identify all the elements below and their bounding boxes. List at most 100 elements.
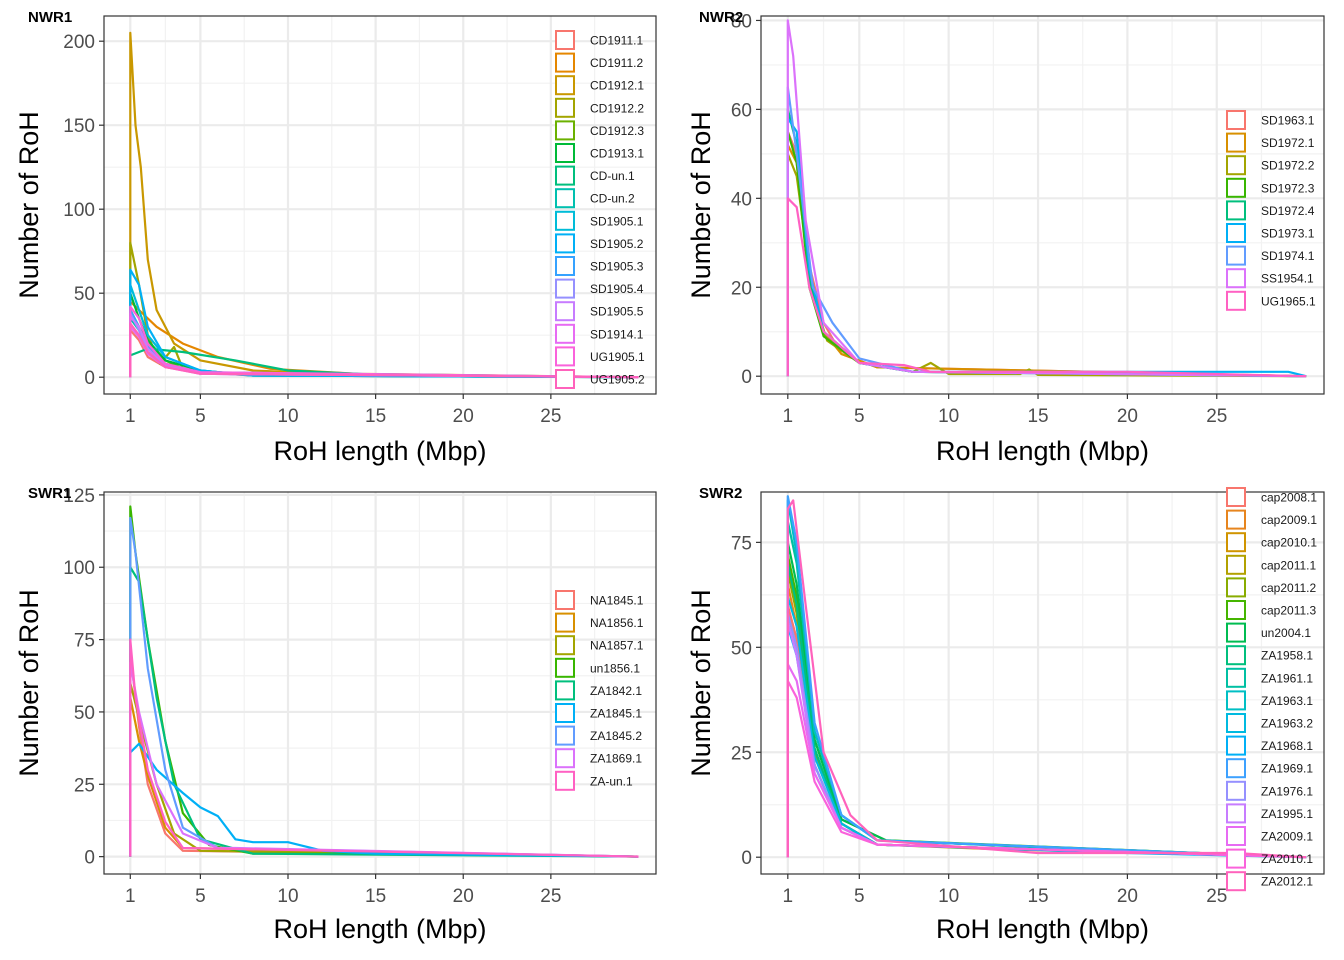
y-tick-label: 125: [63, 486, 95, 507]
y-axis-title: Number of RoH: [14, 111, 44, 299]
legend-label-UG1965.1: UG1965.1: [1261, 294, 1316, 308]
legend-key-SD1905.3: [555, 256, 575, 276]
plot-border: [760, 15, 1325, 395]
y-tick-label: 0: [84, 368, 95, 389]
legend-key-ZA1968.1: [1226, 735, 1246, 756]
legend-label-SD1905.4: SD1905.4: [590, 282, 644, 296]
legend-label-cap2011.3: cap2011.3: [1261, 604, 1316, 618]
x-axis-title: RoH length (Mbp): [936, 436, 1149, 466]
legend-key-SS1954.1: [1226, 268, 1246, 289]
legend-label-cap2011.2: cap2011.2: [1261, 581, 1316, 595]
x-tick-label: 10: [938, 886, 959, 907]
legend-label-NA1845.1: NA1845.1: [590, 594, 644, 608]
legend-label-CD1912.2: CD1912.2: [590, 101, 644, 115]
y-tick-label: 100: [63, 558, 95, 579]
y-axis-title: Number of RoH: [14, 589, 44, 777]
legend-label-SD1972.1: SD1972.1: [1261, 136, 1315, 150]
legend-key-ZA2010.1: [1226, 848, 1246, 869]
legend-label-un1856.1: un1856.1: [590, 661, 640, 675]
y-tick-label: 80: [731, 11, 752, 32]
y-tick-label: 0: [741, 848, 752, 869]
series-line-SS1954.1: [786, 19, 1307, 378]
panel-tag: NWR2: [699, 9, 743, 26]
legend-key-UG1965.1: [1226, 290, 1246, 311]
legend-label-SD1914.1: SD1914.1: [590, 327, 644, 341]
legend-label-SD1972.2: SD1972.2: [1261, 159, 1315, 173]
legend-label-ZA1969.1: ZA1969.1: [1261, 762, 1313, 776]
legend-label-CD1911.1: CD1911.1: [590, 34, 643, 48]
x-tick-label: 15: [1027, 406, 1048, 427]
legend-key-CD-un.1: [555, 165, 575, 186]
y-tick-label: 50: [74, 703, 95, 724]
series-line-ZA2012.1: [786, 499, 1307, 859]
series-line-ZA1842.1: [129, 566, 639, 858]
legend-key-un1856.1: [555, 657, 575, 678]
legend-label-cap2008.1: cap2008.1: [1261, 491, 1317, 505]
legend-label-NA1857.1: NA1857.1: [590, 639, 644, 653]
legend-key-SD1972.1: [1226, 132, 1246, 153]
y-tick-label: 25: [74, 775, 95, 796]
y-tick-label: 0: [84, 848, 95, 869]
legend-key-ZA1963.1: [1226, 690, 1246, 711]
legend-label-CD1912.3: CD1912.3: [590, 124, 644, 138]
legend-key-cap2011.1: [1226, 554, 1246, 575]
x-tick-label: 1: [125, 886, 136, 907]
y-tick-label: 75: [74, 631, 95, 652]
legend-label-SD1963.1: SD1963.1: [1261, 114, 1315, 128]
plot-border: [760, 491, 1325, 875]
legend-label-SS1954.1: SS1954.1: [1261, 272, 1314, 286]
legend-label-ZA-un.1: ZA-un.1: [590, 774, 633, 788]
legend-label-ZA2012.1: ZA2012.1: [1261, 875, 1313, 889]
legend-key-CD1912.3: [555, 120, 575, 141]
legend-key-ZA-un.1: [555, 770, 575, 791]
x-tick-label: 10: [277, 406, 298, 427]
legend-label-ZA1845.1: ZA1845.1: [590, 707, 642, 721]
y-axis-title: Number of RoH: [686, 111, 716, 299]
legend-label-CD-un.2: CD-un.2: [590, 192, 635, 206]
legend-key-ZA2012.1: [1226, 871, 1246, 892]
legend-label-cap2010.1: cap2010.1: [1261, 536, 1317, 550]
legend-label-ZA1995.1: ZA1995.1: [1261, 807, 1313, 821]
legend-key-cap2009.1: [1226, 509, 1246, 530]
x-axis-title: RoH length (Mbp): [936, 914, 1149, 944]
y-tick-label: 20: [731, 278, 752, 299]
x-axis-title: RoH length (Mbp): [273, 914, 486, 944]
legend-key-ZA1869.1: [555, 748, 575, 769]
series-line-UG1905.1: [129, 305, 639, 379]
x-tick-label: 5: [195, 406, 206, 427]
legend-key-cap2011.3: [1226, 600, 1246, 620]
legend-label-un2004.1: un2004.1: [1261, 626, 1311, 640]
legend-key-ZA1842.1: [555, 680, 575, 701]
legend-label-ZA1968.1: ZA1968.1: [1261, 739, 1313, 753]
x-tick-label: 10: [277, 886, 298, 907]
y-tick-label: 60: [731, 100, 752, 121]
legend-key-NA1845.1: [555, 590, 575, 610]
legend-label-CD1913.1: CD1913.1: [590, 147, 644, 161]
x-tick-label: 20: [453, 406, 474, 427]
x-tick-label: 15: [365, 886, 386, 907]
panel-tag: NWR1: [28, 9, 72, 26]
x-tick-label: 5: [854, 406, 865, 427]
legend-label-NA1856.1: NA1856.1: [590, 616, 644, 630]
panel-tag: SWR1: [28, 485, 71, 502]
legend-label-cap2011.1: cap2011.1: [1261, 558, 1316, 572]
x-tick-label: 1: [783, 406, 794, 427]
legend-key-SD1905.1: [555, 210, 575, 231]
legend-label-ZA1963.1: ZA1963.1: [1261, 694, 1313, 708]
legend-key-SD1972.4: [1226, 200, 1246, 221]
legend-key-ZA1969.1: [1226, 758, 1246, 779]
legend-label-ZA1976.1: ZA1976.1: [1261, 784, 1313, 798]
legend-key-ZA1976.1: [1226, 780, 1246, 801]
y-tick-label: 25: [731, 743, 752, 764]
y-tick-label: 50: [731, 638, 752, 659]
y-tick-label: 50: [74, 284, 95, 305]
x-tick-label: 20: [453, 886, 474, 907]
legend-key-SD1905.5: [555, 301, 575, 322]
legend-label-SD1905.2: SD1905.2: [590, 237, 644, 251]
x-axis-title: RoH length (Mbp): [273, 436, 486, 466]
legend-key-ZA1845.2: [555, 725, 575, 746]
series-line-CD1912.1: [129, 31, 639, 379]
legend-label-CD1911.2: CD1911.2: [590, 56, 643, 70]
